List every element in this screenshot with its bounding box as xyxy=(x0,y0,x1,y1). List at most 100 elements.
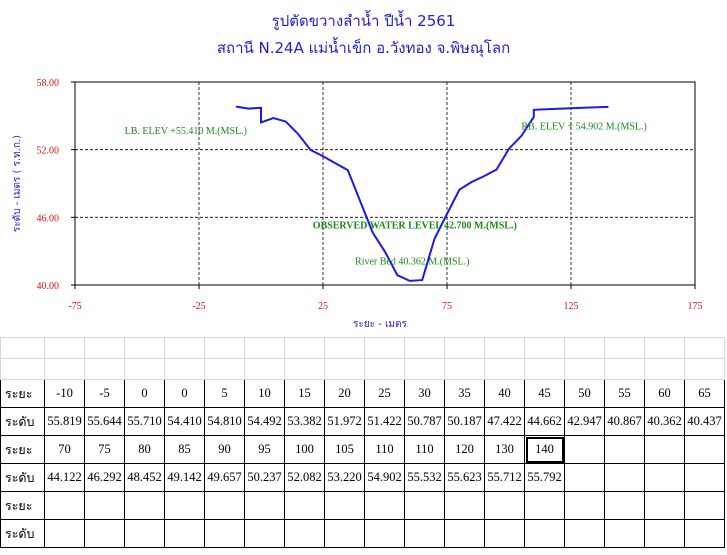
level-row-label[interactable]: ระดับ xyxy=(0,407,45,436)
empty-cell[interactable] xyxy=(44,519,85,548)
level-cell[interactable]: 49.142 xyxy=(164,463,205,492)
empty-cell[interactable] xyxy=(284,337,325,359)
empty-cell[interactable] xyxy=(444,337,485,359)
level-cell[interactable]: 55.819 xyxy=(44,407,85,436)
empty-cell[interactable] xyxy=(564,463,605,492)
empty-cell[interactable] xyxy=(444,491,485,520)
distance-cell[interactable]: 0 xyxy=(164,379,205,408)
level-row-label[interactable]: ระดับ xyxy=(0,463,45,492)
level-cell[interactable]: 50.787 xyxy=(404,407,445,436)
empty-cell[interactable] xyxy=(684,337,725,359)
distance-cell[interactable]: 110 xyxy=(404,435,445,464)
empty-cell[interactable] xyxy=(164,358,205,380)
empty-cell[interactable] xyxy=(444,519,485,548)
level-cell[interactable]: 54.492 xyxy=(244,407,285,436)
distance-cell[interactable]: 130 xyxy=(484,435,525,464)
level-cell[interactable]: 53.382 xyxy=(284,407,325,436)
level-cell[interactable]: 54.410 xyxy=(164,407,205,436)
empty-cell[interactable] xyxy=(44,491,85,520)
empty-cell[interactable] xyxy=(204,519,245,548)
distance-cell[interactable]: 15 xyxy=(284,379,325,408)
empty-cell[interactable] xyxy=(364,337,405,359)
distance-cell[interactable]: 35 xyxy=(444,379,485,408)
empty-cell[interactable] xyxy=(324,519,365,548)
distance-cell[interactable]: 75 xyxy=(84,435,125,464)
empty-cell[interactable] xyxy=(84,358,125,380)
distance-cell[interactable]: -10 xyxy=(44,379,85,408)
empty-cell[interactable] xyxy=(124,358,165,380)
empty-cell[interactable] xyxy=(244,358,285,380)
distance-cell[interactable]: 20 xyxy=(324,379,365,408)
empty-cell[interactable] xyxy=(684,491,725,520)
distance-cell[interactable]: 95 xyxy=(244,435,285,464)
empty-cell[interactable] xyxy=(404,519,445,548)
empty-cell[interactable] xyxy=(484,337,525,359)
empty-cell[interactable] xyxy=(564,337,605,359)
empty-cell[interactable] xyxy=(524,337,565,359)
empty-cell[interactable] xyxy=(204,491,245,520)
empty-cell[interactable] xyxy=(404,491,445,520)
empty-cell[interactable] xyxy=(124,337,165,359)
empty-cell[interactable] xyxy=(644,435,685,464)
empty-cell[interactable] xyxy=(244,337,285,359)
distance-cell[interactable]: 30 xyxy=(404,379,445,408)
distance-cell[interactable]: 90 xyxy=(204,435,245,464)
distance-cell[interactable]: 110 xyxy=(364,435,405,464)
empty-cell[interactable] xyxy=(444,358,485,380)
empty-cell[interactable] xyxy=(684,435,725,464)
empty-cell[interactable] xyxy=(404,337,445,359)
level-cell[interactable]: 40.362 xyxy=(644,407,685,436)
distance-cell[interactable]: 10 xyxy=(244,379,285,408)
empty-cell[interactable] xyxy=(324,491,365,520)
empty-cell[interactable] xyxy=(524,519,565,548)
distance-cell[interactable]: 45 xyxy=(524,379,565,408)
level-cell[interactable]: 54.810 xyxy=(204,407,245,436)
level-cell[interactable]: 54.902 xyxy=(364,463,405,492)
distance-cell[interactable]: 65 xyxy=(684,379,725,408)
empty-cell[interactable] xyxy=(364,519,405,548)
distance-cell[interactable]: 5 xyxy=(204,379,245,408)
distance-cell[interactable]: 100 xyxy=(284,435,325,464)
empty-cell[interactable] xyxy=(484,491,525,520)
empty-cell[interactable] xyxy=(524,358,565,380)
distance-cell[interactable]: 0 xyxy=(124,379,165,408)
level-cell[interactable]: 51.972 xyxy=(324,407,365,436)
empty-cell[interactable] xyxy=(644,337,685,359)
distance-cell[interactable]: 55 xyxy=(604,379,645,408)
empty-cell[interactable] xyxy=(164,337,205,359)
distance-cell[interactable]: 120 xyxy=(444,435,485,464)
level-cell[interactable]: 50.237 xyxy=(244,463,285,492)
empty-cell[interactable] xyxy=(44,358,85,380)
empty-cell[interactable] xyxy=(564,519,605,548)
level-cell[interactable]: 47.422 xyxy=(484,407,525,436)
empty-cell[interactable] xyxy=(44,337,85,359)
empty-cell[interactable] xyxy=(164,519,205,548)
level-cell[interactable]: 40.867 xyxy=(604,407,645,436)
level-cell[interactable]: 49.657 xyxy=(204,463,245,492)
distance-cell[interactable]: -5 xyxy=(84,379,125,408)
empty-cell[interactable] xyxy=(204,337,245,359)
empty-cell[interactable] xyxy=(124,519,165,548)
level-cell[interactable]: 55.792 xyxy=(524,463,565,492)
level-cell[interactable]: 51.422 xyxy=(364,407,405,436)
empty-cell[interactable] xyxy=(284,358,325,380)
empty-cell[interactable] xyxy=(644,463,685,492)
level-cell[interactable]: 55.644 xyxy=(84,407,125,436)
distance-cell[interactable]: 70 xyxy=(44,435,85,464)
distance-cell[interactable]: 80 xyxy=(124,435,165,464)
empty-cell[interactable] xyxy=(484,519,525,548)
empty-cell[interactable] xyxy=(604,337,645,359)
distance-row-label[interactable]: ระยะ xyxy=(0,435,45,464)
distance-cell[interactable]: 85 xyxy=(164,435,205,464)
level-cell[interactable]: 52.082 xyxy=(284,463,325,492)
empty-cell[interactable] xyxy=(244,519,285,548)
empty-cell[interactable] xyxy=(684,358,725,380)
empty-cell[interactable] xyxy=(404,358,445,380)
level-cell[interactable]: 50.187 xyxy=(444,407,485,436)
empty-cell[interactable] xyxy=(604,435,645,464)
empty-cell[interactable] xyxy=(484,358,525,380)
level-cell[interactable]: 44.662 xyxy=(524,407,565,436)
level-cell[interactable]: 55.623 xyxy=(444,463,485,492)
empty-cell[interactable] xyxy=(284,491,325,520)
level-cell[interactable]: 55.710 xyxy=(124,407,165,436)
